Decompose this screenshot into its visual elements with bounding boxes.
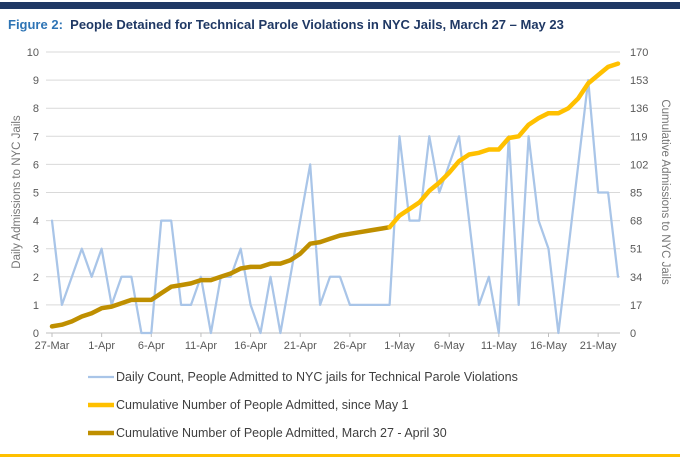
x-axis-tick-label: 26-Apr	[333, 340, 366, 352]
right-axis-tick-label: 170	[630, 47, 648, 59]
right-axis-tick-label: 17	[630, 300, 642, 312]
x-axis-tick-label: 11-Apr	[185, 340, 218, 352]
cumulative-since-may1-line	[387, 61, 621, 230]
x-axis-tick-label: 1-May	[384, 340, 415, 352]
right-axis-tick-label: 68	[630, 216, 642, 228]
x-axis-tick-label: 11-May	[481, 340, 517, 352]
left-axis-tick-label: 8	[33, 103, 39, 115]
cumulative-since-may1-line-swatch	[88, 402, 114, 408]
x-axis-tick-label: 1-Apr	[88, 340, 115, 352]
legend-label-daily: Daily Count, People Admitted to NYC jail…	[116, 370, 518, 384]
legend-item-daily: Daily Count, People Admitted to NYC jail…	[88, 363, 518, 391]
figure-title-text: People Detained for Technical Parole Vio…	[70, 17, 564, 32]
cumulative-mar27-apr30-line	[49, 224, 392, 329]
legend-item-cumulative-may: Cumulative Number of People Admitted, si…	[88, 391, 518, 419]
legend-label-cumulative-may: Cumulative Number of People Admitted, si…	[116, 398, 409, 412]
left-axis-tick-label: 4	[33, 216, 39, 228]
left-axis-tick-label: 5	[33, 188, 39, 200]
left-axis-tick-label: 10	[27, 47, 39, 59]
right-axis-tick-label: 51	[630, 244, 642, 256]
x-axis-tick-label: 21-May	[580, 340, 617, 352]
right-axis-tick-label: 136	[630, 103, 648, 115]
top-accent-bar	[0, 2, 680, 9]
bottom-accent-rule	[0, 454, 680, 457]
chart-legend: Daily Count, People Admitted to NYC jail…	[88, 363, 518, 447]
legend-label-cumulative-mar-apr: Cumulative Number of People Admitted, Ma…	[116, 426, 447, 440]
figure-title: Figure 2: People Detained for Technical …	[8, 17, 672, 32]
daily-count-line	[50, 78, 620, 335]
right-axis-tick-label: 102	[630, 159, 648, 171]
left-axis-tick-label: 0	[33, 328, 39, 340]
x-axis-tick-label: 16-Apr	[234, 340, 267, 352]
x-axis-tick-label: 16-May	[530, 340, 567, 352]
cumulative-mar27-apr30-line-swatch	[88, 430, 114, 436]
x-axis-tick-label: 6-Apr	[138, 340, 165, 352]
left-axis-tick-label: 7	[33, 131, 39, 143]
x-axis-tick-label: 21-Apr	[284, 340, 317, 352]
right-axis-tick-label: 85	[630, 188, 642, 200]
x-axis-tick-label: 27-Mar	[35, 340, 70, 352]
figure-label: Figure 2:	[8, 17, 63, 32]
x-axis-tick-label: 6-May	[434, 340, 465, 352]
left-axis-tick-label: 2	[33, 272, 39, 284]
right-axis-tick-label: 153	[630, 75, 648, 87]
legend-item-cumulative-mar-apr: Cumulative Number of People Admitted, Ma…	[88, 419, 518, 447]
right-axis-tick-label: 0	[630, 328, 636, 340]
left-axis-tick-label: 6	[33, 159, 39, 171]
left-axis-tick-label: 1	[33, 300, 39, 312]
left-axis-tick-label: 9	[33, 75, 39, 87]
daily-count-line-swatch	[88, 375, 114, 379]
right-axis-tick-label: 119	[630, 131, 648, 143]
left-axis-tick-label: 3	[33, 244, 39, 256]
right-axis-tick-label: 34	[630, 272, 642, 284]
